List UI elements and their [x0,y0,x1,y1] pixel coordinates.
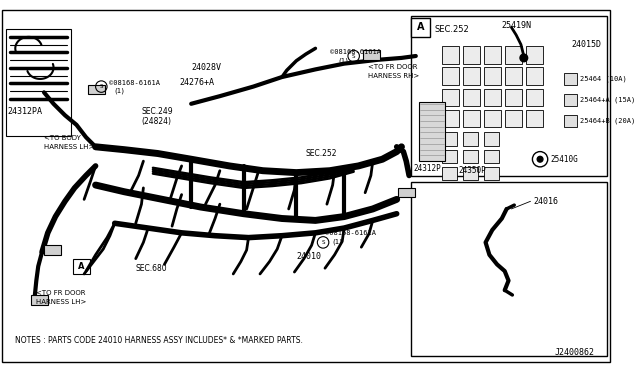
Text: 24276+A: 24276+A [180,78,214,87]
Bar [484,150,499,163]
Text: SEC.249: SEC.249 [141,107,173,116]
Text: SEC.252: SEC.252 [435,25,470,34]
Text: ©08168-6161A: ©08168-6161A [109,80,160,86]
Bar [442,150,457,163]
Text: (1): (1) [339,58,348,64]
Bar [525,89,543,106]
Text: A: A [78,262,84,271]
Bar [442,132,457,146]
Bar [73,259,90,274]
Bar [463,89,480,106]
Bar [505,89,522,106]
Bar [463,46,480,64]
Bar [442,109,459,127]
Bar [442,89,459,106]
Bar [419,102,445,161]
Text: SEC.680: SEC.680 [136,264,167,273]
Text: ©08168-6161A: ©08168-6161A [330,49,381,55]
Text: (1): (1) [333,238,342,245]
Text: 24028V: 24028V [191,63,221,72]
Text: J2400862: J2400862 [554,348,595,357]
Bar [411,16,607,176]
Bar [564,115,577,127]
Text: S: S [321,240,325,245]
Text: 25464+A (15A): 25464+A (15A) [580,97,636,103]
Bar [525,46,543,64]
Bar [364,50,380,60]
Text: A: A [417,22,424,32]
Bar [397,188,415,198]
Text: S: S [352,54,355,58]
Bar [31,295,48,305]
Text: 25464 (10A): 25464 (10A) [580,76,627,82]
Text: 24312PA: 24312PA [8,107,43,116]
Bar [564,73,577,85]
Text: 24312P: 24312P [413,164,441,173]
Text: 24350P: 24350P [459,166,486,175]
Bar [411,18,430,37]
Text: (24824): (24824) [141,116,172,125]
Bar [442,167,457,180]
Bar [442,46,459,64]
Bar [484,167,499,180]
Text: <TO FR DOOR: <TO FR DOOR [368,64,417,70]
Bar [463,132,478,146]
Text: <TO BODY: <TO BODY [44,135,81,141]
Text: 24016: 24016 [533,197,558,206]
Bar [525,109,543,127]
Text: SEC.252: SEC.252 [306,149,337,158]
Bar [88,85,105,94]
Bar [463,150,478,163]
Bar [463,109,480,127]
Bar [463,67,480,85]
Text: <TO FR DOOR: <TO FR DOOR [36,290,86,296]
Text: 24015D: 24015D [572,40,602,49]
Bar [484,89,501,106]
Bar [442,67,459,85]
Bar [505,67,522,85]
Text: 24010: 24010 [296,252,321,261]
Bar [525,67,543,85]
Text: S: S [100,84,103,89]
Text: HARNESS RH>: HARNESS RH> [368,73,419,79]
Bar [44,245,61,255]
Bar [411,182,607,356]
Circle shape [520,54,527,62]
Bar [484,67,501,85]
Bar [505,46,522,64]
Bar [484,46,501,64]
Text: (1): (1) [115,87,125,94]
Bar [6,29,71,136]
Text: HARNESS LH>: HARNESS LH> [36,299,86,305]
Bar [564,94,577,106]
Text: NOTES : PARTS CODE 24010 HARNESS ASSY INCLUDES* & *MARKED PARTS.: NOTES : PARTS CODE 24010 HARNESS ASSY IN… [15,336,303,345]
Text: HARNESS LH>: HARNESS LH> [44,144,94,150]
Text: 25419N: 25419N [502,21,532,30]
Text: 25410G: 25410G [550,155,579,164]
Text: 25464+B (20A): 25464+B (20A) [580,118,636,124]
Bar [484,109,501,127]
Bar [484,132,499,146]
Circle shape [537,156,543,162]
Bar [505,109,522,127]
Bar [463,167,478,180]
Text: ©08168-6161A: ©08168-6161A [325,230,376,236]
